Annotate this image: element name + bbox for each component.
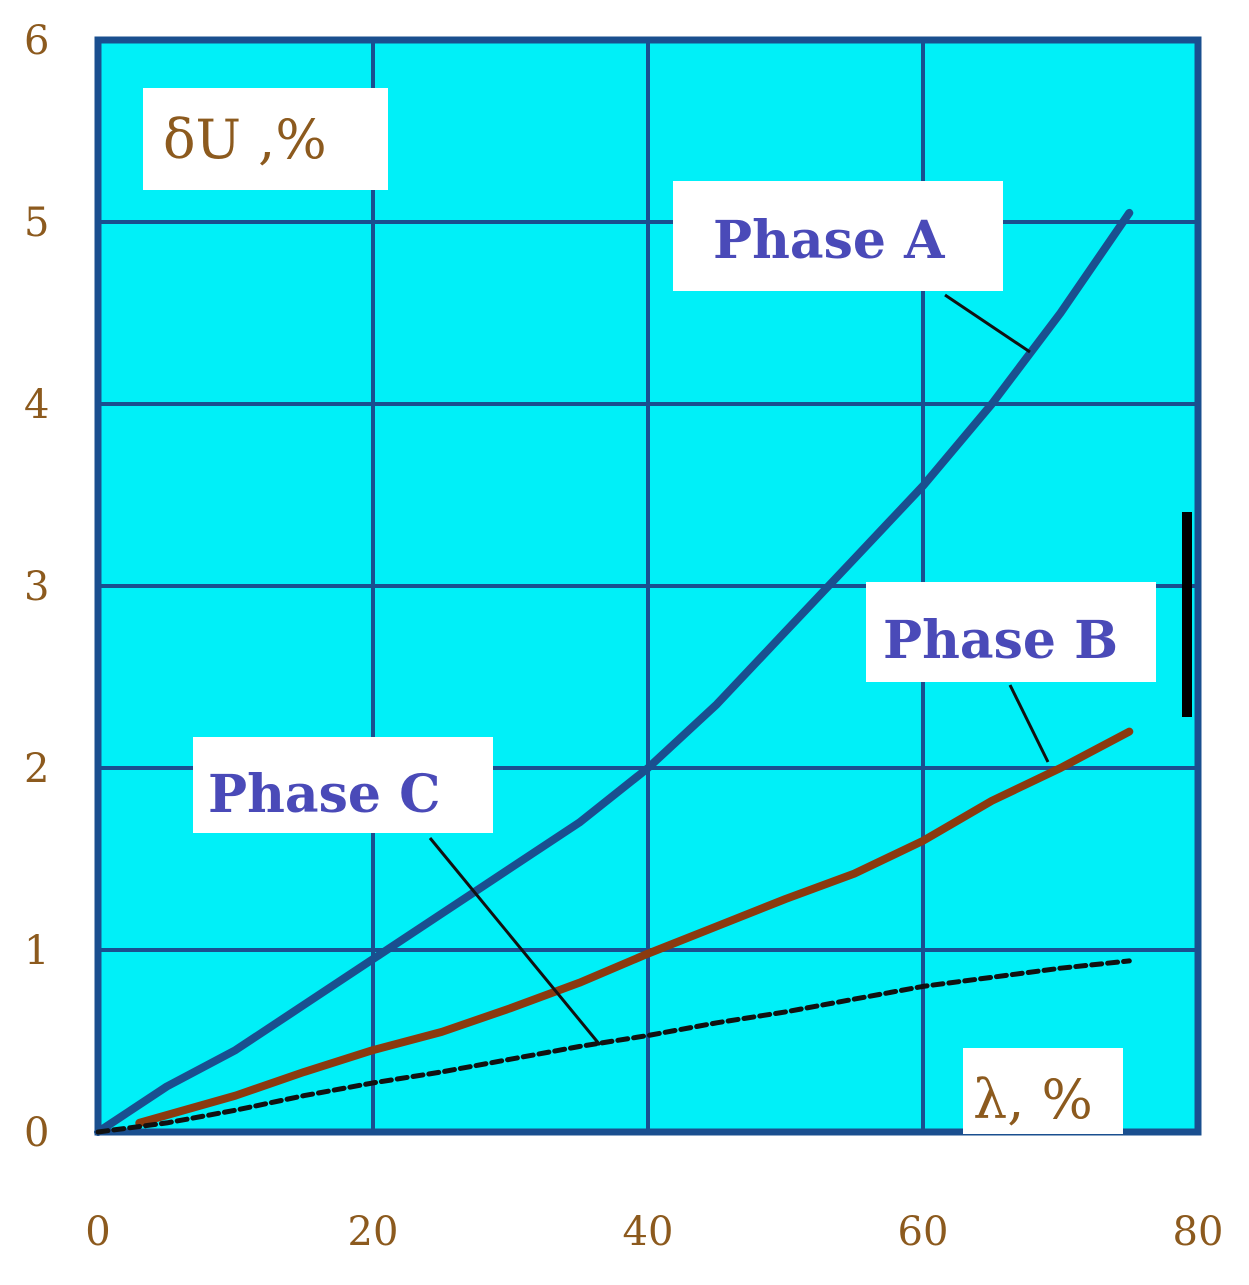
phase-a-label: Phase A <box>713 210 945 271</box>
x-tick-label: 0 <box>85 1209 110 1255</box>
phase-c-leader <box>428 837 602 1046</box>
x-tick-label: 20 <box>348 1209 399 1255</box>
x-tick-label: 80 <box>1173 1209 1224 1255</box>
phase-a-leader <box>944 293 1031 354</box>
phase-b-label-box: Phase B <box>866 582 1156 682</box>
y-tick-label: 3 <box>24 564 49 610</box>
series-lines <box>94 208 1134 1136</box>
side-marker <box>1182 512 1192 717</box>
y-tick-label: 2 <box>24 746 49 792</box>
phase-c-label: Phase C <box>208 764 440 825</box>
label-leader-lines <box>428 293 1050 1046</box>
y-axis-title: δU ,% <box>163 108 327 171</box>
xlabel-box: λ, % <box>963 1048 1123 1134</box>
series-line-phase-a <box>94 208 1134 1136</box>
x-tick-label: 60 <box>898 1209 949 1255</box>
plot-border <box>94 36 1202 1136</box>
phase-b-label: Phase B <box>883 610 1118 671</box>
series-line-phase-c <box>95 958 1132 1135</box>
y-tick-label: 1 <box>24 928 49 974</box>
y-tick-label: 5 <box>24 200 49 246</box>
y-tick-label: 6 <box>24 18 49 64</box>
y-tick-label: 0 <box>24 1110 49 1156</box>
ylabel-box: δU ,% <box>143 88 388 190</box>
x-tick-label: 40 <box>623 1209 674 1255</box>
y-tick-labels: 0 1 2 3 4 5 6 <box>24 18 49 1156</box>
phase-a-label-box: Phase A <box>673 181 1003 291</box>
series-line-phase-b <box>135 727 1134 1127</box>
y-tick-label: 4 <box>24 382 49 428</box>
phase-b-leader <box>1008 684 1050 763</box>
x-tick-labels: 0 20 40 60 80 <box>85 1209 1223 1255</box>
phase-c-label-box: Phase C <box>193 737 493 833</box>
x-axis-title: λ, % <box>973 1068 1093 1131</box>
